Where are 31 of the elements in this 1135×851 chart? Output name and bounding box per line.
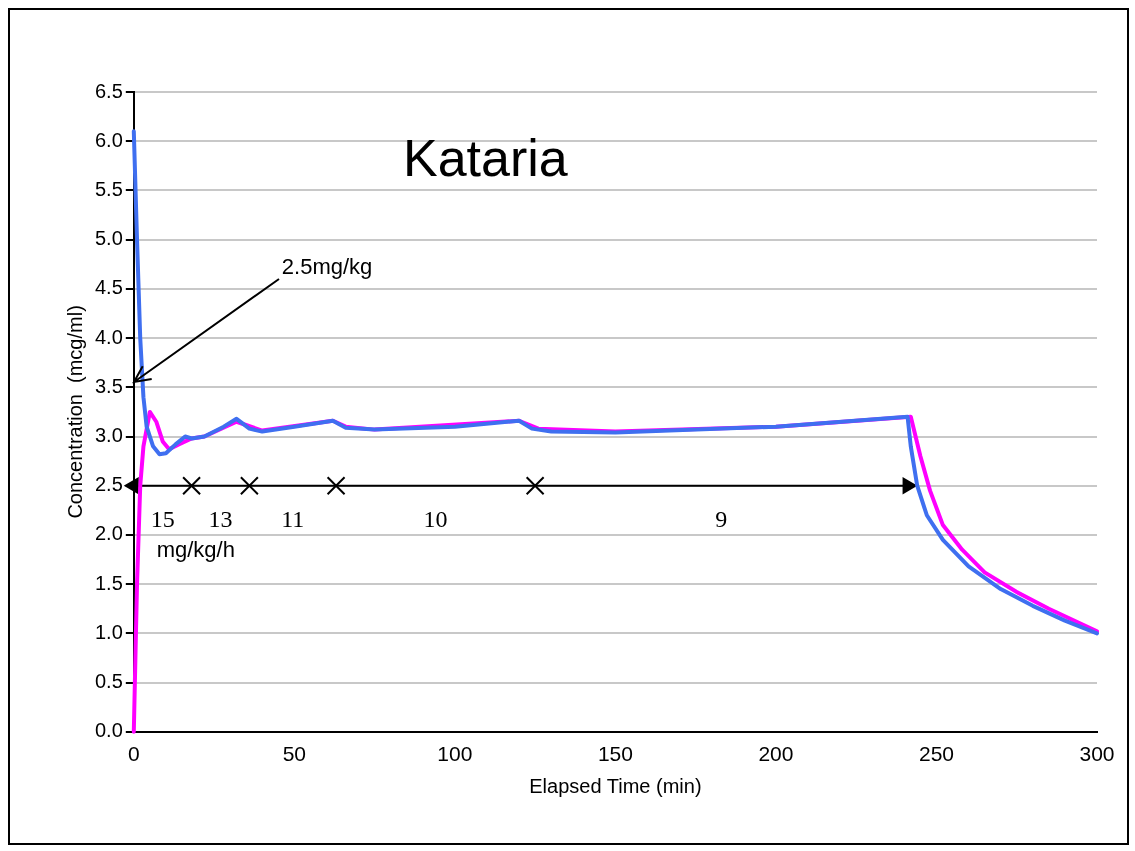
y-tick-label: 5.5 [94,177,123,200]
y-tick-label: 2.0 [94,522,123,545]
annotation: 15 [150,506,175,533]
y-axis-title: Concentration (mcg/ml) [63,305,86,519]
text: Kataria [402,129,568,188]
y-tick-label: 6.5 [94,79,123,102]
y-tick-label: 1.5 [94,571,123,594]
y-tick-label: 6.0 [94,128,123,151]
y-tick-label: 4.0 [94,325,123,348]
y-tick-label: 4.5 [94,276,123,299]
x-tick-label: 100 [437,742,473,766]
x-tick-label: 150 [597,742,633,766]
y-tick-label: 2.5 [94,473,123,496]
y-tick-label: 5.0 [94,227,123,250]
x-tick-label: 0 [127,742,140,766]
annotation: 11 [281,506,305,533]
y-tick-label: 0.0 [94,719,123,742]
annotation: 10 [423,506,448,533]
x-tick-label: 50 [282,742,307,766]
y-tick-label: 0.5 [94,670,123,693]
x-tick-label: 300 [1079,742,1115,766]
annotation: 13 [208,506,233,533]
y-tick-label: 3.5 [94,374,123,397]
annotation: mg/kg/h [156,536,235,562]
annotation: 9 [715,506,728,533]
annotation: 2.5mg/kg [281,253,373,279]
y-tick-label: 1.0 [94,620,123,643]
y-tick-label: 3.0 [94,424,123,447]
x-tick-label: 200 [758,742,794,766]
x-tick-label: 250 [918,742,954,766]
x-axis-title: Elapsed Time (min) [529,774,702,797]
